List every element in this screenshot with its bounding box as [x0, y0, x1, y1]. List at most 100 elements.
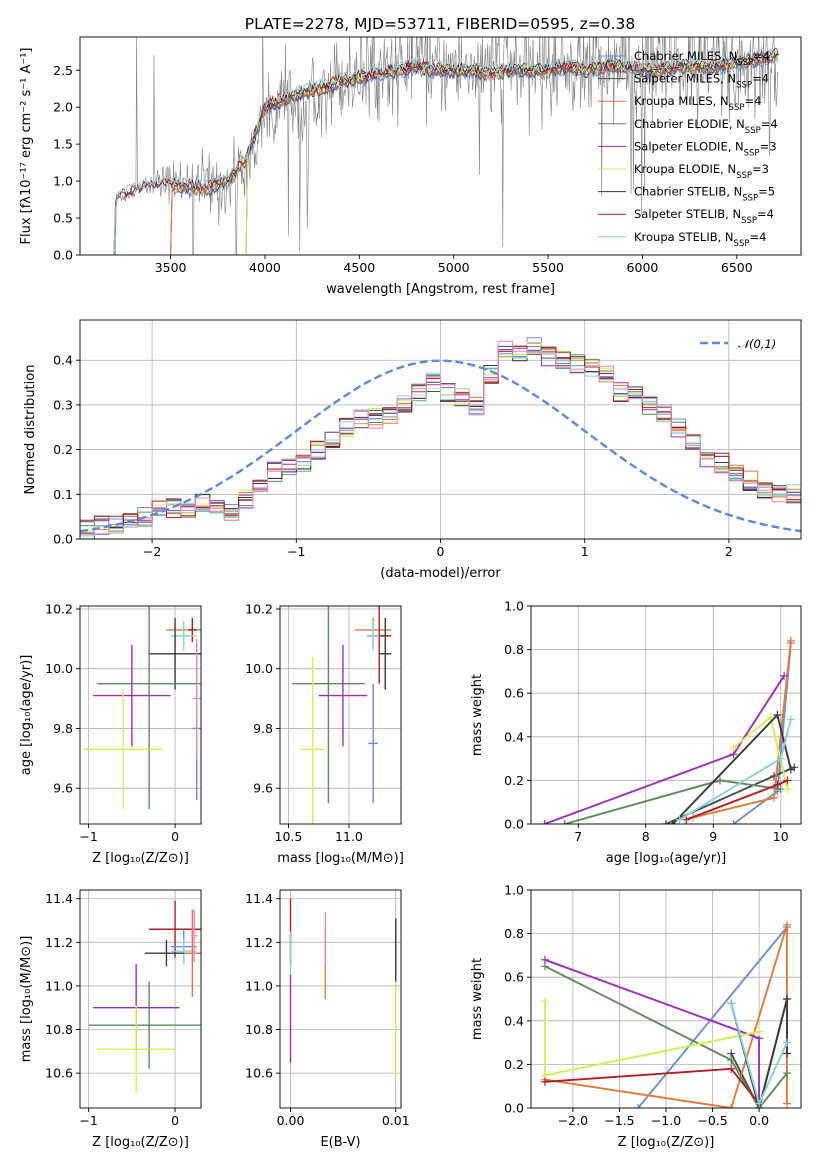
legend-label: Kroupa STELIB, NSSP=4	[634, 230, 766, 249]
x-tick-label: 6500	[721, 260, 753, 275]
y-tick-label: 10.8	[245, 1022, 273, 1037]
x-tick-label: 6000	[627, 260, 659, 275]
weight-marker	[729, 820, 738, 824]
weight-marker	[783, 776, 792, 785]
errorbar-point	[292, 606, 365, 804]
errorbar-point	[88, 981, 201, 1069]
weight-marker	[727, 1104, 736, 1108]
plot-area	[80, 337, 801, 539]
y-tick-label: 10.0	[245, 661, 273, 676]
weight-marker	[780, 671, 789, 680]
legend-label: 𝒩(0,1)	[738, 337, 776, 351]
weight-marker	[770, 793, 778, 802]
weight-marker	[776, 754, 785, 763]
y-tick-label: 1.0	[504, 599, 524, 614]
y-tick-label: 11.0	[45, 978, 73, 993]
x-tick-label: 10.5	[275, 829, 303, 844]
x-tick-label: 0.01	[382, 1113, 410, 1128]
x-tick-label: 1	[581, 544, 589, 559]
weight-marker	[540, 997, 549, 1006]
panel-massweight_vs_age: 7 8 9 10 0.0 0.2 0.4 0.6 0.8 1.0 age [log₁₀(age/yr…	[470, 599, 802, 866]
y-tick-label: 1.5	[53, 137, 73, 152]
x-tick-label: 0.00	[277, 1113, 305, 1128]
errorbar-point	[149, 900, 201, 958]
y-tick-label: 0.0	[53, 532, 73, 547]
plots: Chabrier MILES, NSSP=4 Salpeter MILES, NS…	[19, 36, 802, 1150]
weight-line	[544, 1067, 760, 1105]
figure-title: PLATE=2278, MJD=53711, FIBERID=0595, z=0…	[245, 15, 635, 33]
y-tick-label: 2.5	[53, 63, 73, 78]
y-tick-label: 10.6	[45, 1066, 73, 1081]
y-tick-label: 0.2	[504, 773, 524, 788]
weight-marker	[727, 1064, 736, 1073]
weight-marker	[727, 999, 736, 1008]
y-axis-label: mass weight	[470, 674, 485, 756]
grid	[80, 606, 201, 824]
x-tick-label: −2.0	[558, 1113, 588, 1128]
panel-mass_vs_Z: −1 0 10.6 10.8 11.0 11.2 11.4 Z [log₁₀(Z/Z⊙)] ma…	[19, 889, 202, 1150]
errorbar-point	[379, 617, 392, 690]
panel-residuals: 𝒩(0,1) −2 −1 0 1 2 0.0 0.1 0.2 0.3 0.4 (data-model)…	[23, 319, 802, 581]
weight-marker	[634, 1104, 643, 1108]
weight-marker	[675, 815, 684, 824]
y-tick-label: 0.0	[53, 248, 73, 263]
legend-label: Chabrier MILES, NSSP=4	[634, 49, 770, 68]
x-axis-label: Z [log₁₀(Z/Z⊙)]	[618, 1135, 715, 1150]
y-tick-label: 11.4	[45, 891, 73, 906]
plot-area	[289, 898, 397, 1078]
grid	[280, 606, 401, 824]
legend: Chabrier MILES, NSSP=4 Salpeter MILES, NS…	[598, 49, 778, 249]
weight-marker	[786, 715, 795, 724]
observed-spectrum	[114, 37, 779, 255]
weight-marker	[783, 1049, 792, 1058]
legend-label: Salpeter STELIB, NSSP=4	[634, 207, 774, 226]
weight-marker	[783, 995, 792, 1003]
errorbar-point	[84, 689, 163, 810]
x-axis-label: E(B-V)	[320, 1135, 360, 1150]
grid	[80, 890, 201, 1108]
x-tick-label: −1	[287, 544, 305, 559]
y-tick-label: 0.0	[504, 1101, 524, 1116]
panel-mass_vs_EBV: 0.00 0.01 10.6 10.8 11.0 11.2 11.4 E(B-V)	[245, 889, 410, 1150]
model-spectrum	[170, 55, 779, 255]
x-tick-label: 11.0	[335, 829, 363, 844]
plot-area	[292, 606, 392, 824]
residual-histogram	[80, 347, 801, 539]
y-tick-label: 9.6	[53, 781, 73, 796]
weight-marker	[773, 711, 782, 719]
x-tick-label: −1.5	[604, 1113, 634, 1128]
plot-area	[540, 636, 799, 824]
x-axis-label: wavelength [Angstrom, rest frame]	[326, 282, 555, 297]
weight-marker	[783, 1069, 792, 1078]
y-tick-label: 0.4	[504, 729, 524, 744]
errorbar-point	[367, 620, 380, 651]
errorbar-point	[192, 638, 201, 759]
panel-age_vs_mass: 10.5 11.0 9.6 9.8 10.0 10.2 mass [log₁₀(M/M⊙)]	[245, 601, 404, 866]
residual-histogram	[80, 345, 801, 526]
weight-marker	[776, 785, 785, 794]
y-tick-label: 2.0	[53, 100, 73, 115]
y-tick-label: 1.0	[53, 174, 73, 189]
legend-label: Kroupa ELODIE, NSSP=3	[634, 162, 769, 181]
y-axis-label: age [log₁₀(age/yr)]	[19, 655, 34, 776]
plot-area	[540, 920, 792, 1108]
errorbar-point	[149, 617, 201, 690]
weight-marker	[773, 780, 782, 789]
weight-marker	[560, 820, 569, 824]
grid	[280, 890, 401, 1108]
y-tick-label: 11.4	[245, 891, 273, 906]
x-tick-label: 0.0	[749, 1113, 769, 1128]
errorbar-point	[188, 617, 197, 642]
weight-line	[544, 675, 785, 824]
weight-marker	[662, 820, 670, 824]
y-tick-label: 9.8	[253, 721, 273, 736]
y-axis-label: Normed distribution	[23, 365, 38, 495]
y-tick-label: 0.6	[504, 686, 524, 701]
residual-histogram	[80, 341, 801, 534]
y-tick-label: 0.4	[504, 1013, 524, 1028]
x-tick-label: 8	[642, 829, 650, 844]
plot-area	[113, 37, 779, 255]
y-tick-label: 10.2	[45, 601, 73, 616]
weight-line	[637, 926, 788, 1108]
